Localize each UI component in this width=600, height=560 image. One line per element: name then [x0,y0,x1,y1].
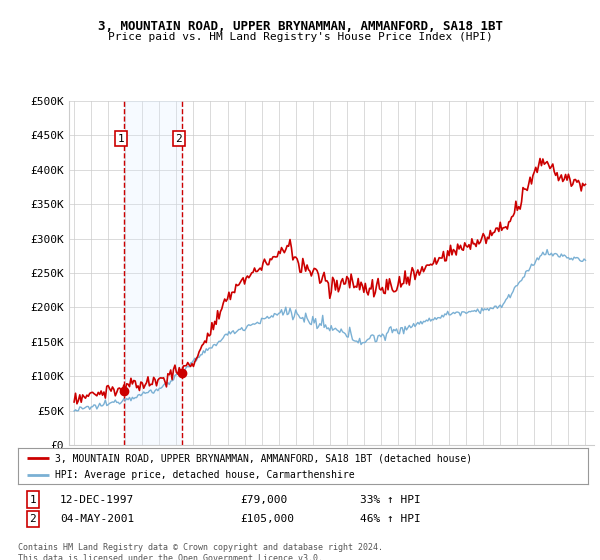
Text: 12-DEC-1997: 12-DEC-1997 [60,494,134,505]
Text: 04-MAY-2001: 04-MAY-2001 [60,514,134,524]
Text: 1: 1 [29,494,37,505]
Text: 3, MOUNTAIN ROAD, UPPER BRYNAMMAN, AMMANFORD, SA18 1BT: 3, MOUNTAIN ROAD, UPPER BRYNAMMAN, AMMAN… [97,20,503,32]
Text: HPI: Average price, detached house, Carmarthenshire: HPI: Average price, detached house, Carm… [55,470,355,480]
Text: £79,000: £79,000 [240,494,287,505]
Text: 2: 2 [29,514,37,524]
Text: 3, MOUNTAIN ROAD, UPPER BRYNAMMAN, AMMANFORD, SA18 1BT (detached house): 3, MOUNTAIN ROAD, UPPER BRYNAMMAN, AMMAN… [55,453,472,463]
Text: Contains HM Land Registry data © Crown copyright and database right 2024.
This d: Contains HM Land Registry data © Crown c… [18,543,383,560]
Text: £105,000: £105,000 [240,514,294,524]
Text: 46% ↑ HPI: 46% ↑ HPI [360,514,421,524]
Text: 1: 1 [118,134,124,144]
Text: 2: 2 [176,134,182,144]
Bar [124,101,182,445]
Text: 33% ↑ HPI: 33% ↑ HPI [360,494,421,505]
Text: Price paid vs. HM Land Registry's House Price Index (HPI): Price paid vs. HM Land Registry's House … [107,32,493,43]
